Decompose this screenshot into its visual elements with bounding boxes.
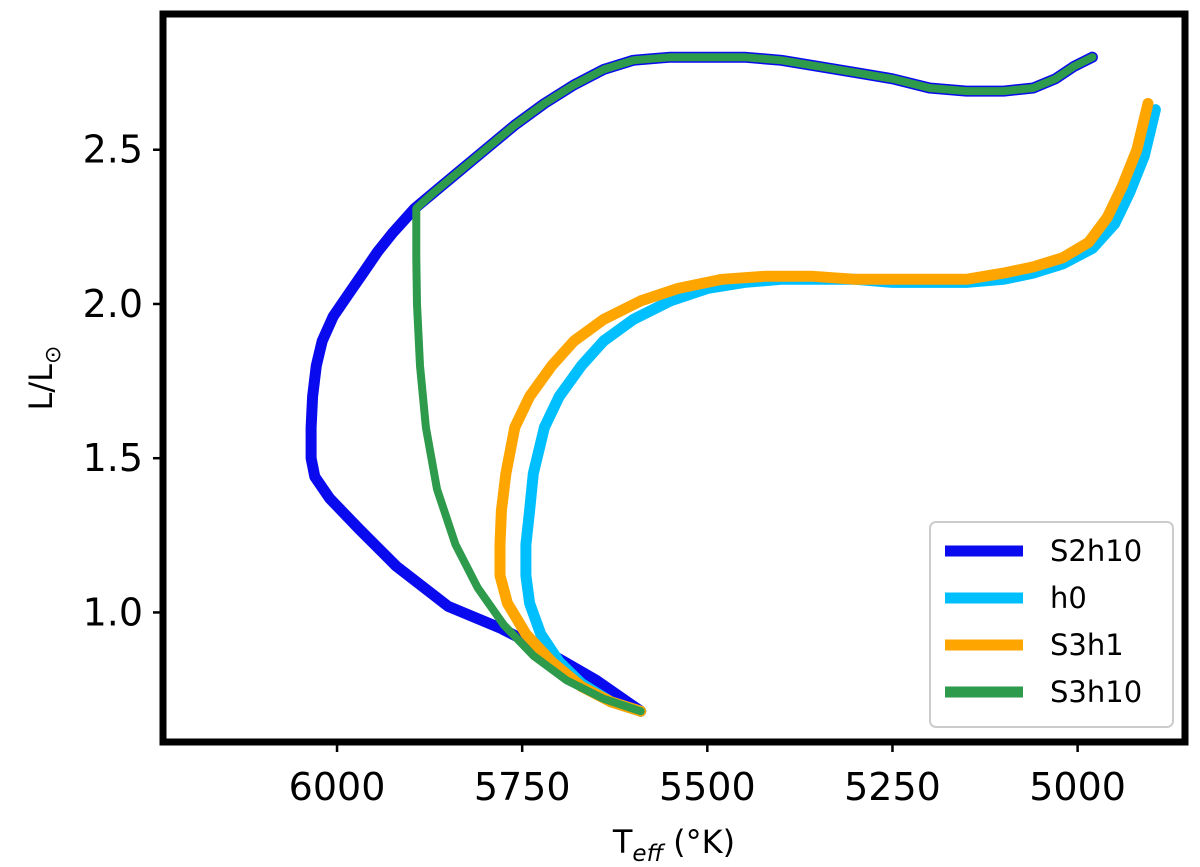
y-tick-label: 1.5 (83, 436, 143, 480)
legend-label-h0: h0 (1050, 581, 1087, 615)
y-tick-label: 1.0 (83, 590, 143, 634)
series-line-h0 (520, 104, 1161, 717)
legend-label-s2h10: S2h10 (1050, 534, 1142, 568)
x-tick-label: 5000 (1029, 765, 1126, 809)
legend-label-s3h10: S3h10 (1050, 675, 1142, 709)
legend-label-s3h1: S3h1 (1050, 628, 1124, 662)
series-line-s3h1 (494, 98, 1154, 717)
axes-layer: 6000 5750 5500 5250 5000 1.0 1.5 2.0 2.5 Teff (°K)… (22, 128, 1126, 867)
series-layer (305, 51, 1161, 717)
x-tick-label: 5750 (474, 765, 571, 809)
x-tick-label: 5500 (659, 765, 756, 809)
x-tick-label: 6000 (289, 765, 386, 809)
plot-frame (159, 10, 1189, 746)
x-axis-label: Teff (°K) (612, 823, 735, 867)
x-tick-label: 5250 (844, 765, 941, 809)
legend: S2h10 h0 S3h1 S3h10 (929, 521, 1174, 728)
y-tick-label: 2.0 (83, 282, 143, 326)
legend-box (929, 521, 1174, 728)
series-line-s3h10 (412, 53, 1097, 716)
y-axis-label: L/L⊙ (22, 346, 66, 411)
y-tick-label: 2.5 (83, 128, 143, 172)
